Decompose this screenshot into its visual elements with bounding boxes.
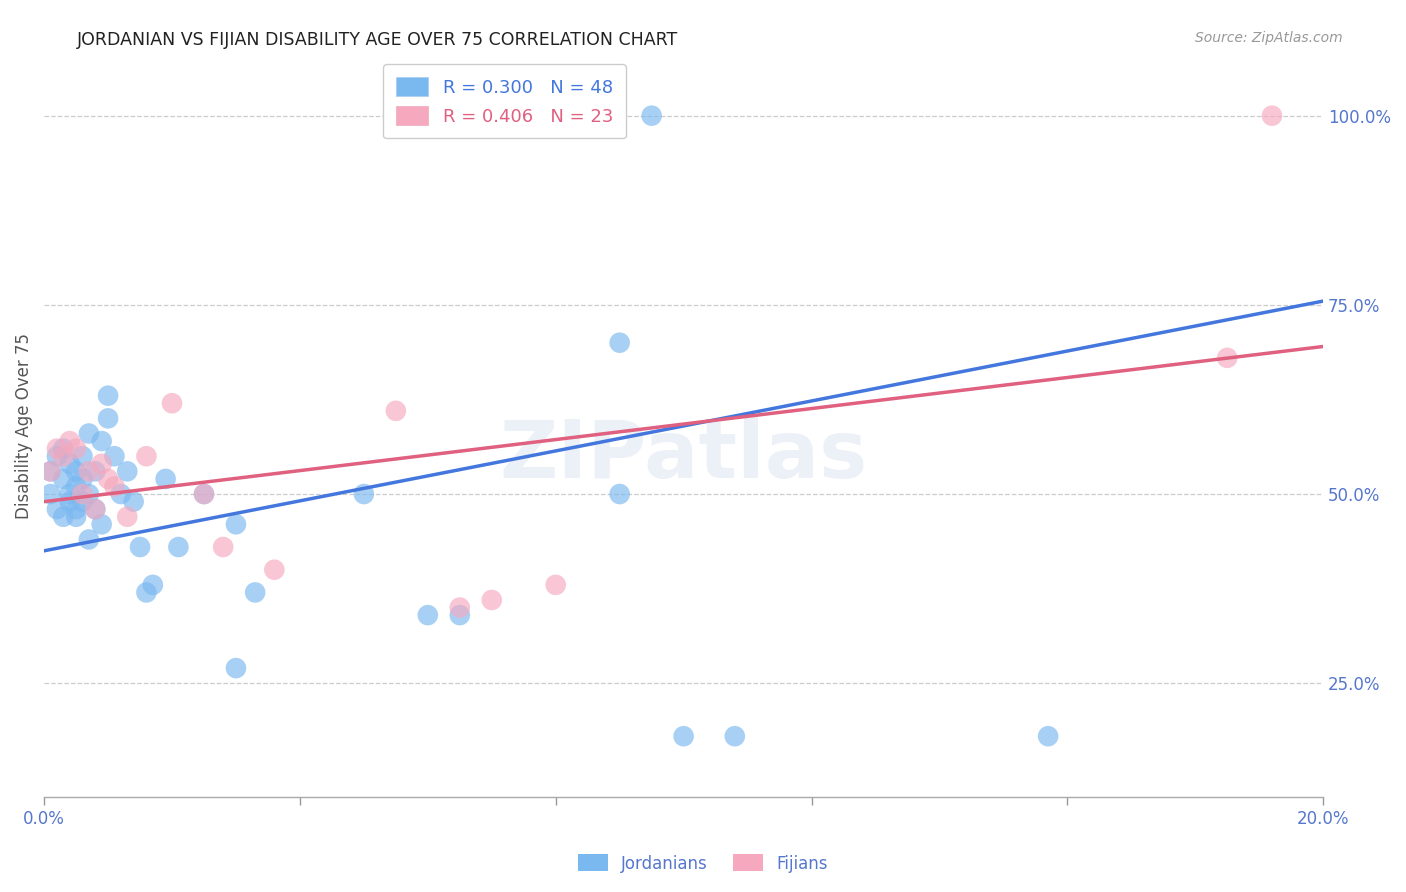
Point — [45, 449, 67, 463]
Point — [72, 472, 94, 486]
Point — [225, 517, 247, 532]
Point — [65, 479, 87, 493]
Point — [90, 434, 112, 448]
Point — [416, 608, 439, 623]
Point — [59, 487, 82, 501]
Point — [724, 729, 747, 743]
Point — [353, 487, 375, 501]
Point — [212, 540, 235, 554]
Point — [84, 502, 107, 516]
Point — [65, 502, 87, 516]
Point — [117, 464, 139, 478]
Point — [39, 487, 62, 501]
Point — [122, 494, 145, 508]
Point — [243, 585, 266, 599]
Point — [65, 442, 87, 456]
Point — [609, 487, 631, 501]
Text: Source: ZipAtlas.com: Source: ZipAtlas.com — [1195, 31, 1343, 45]
Point — [117, 509, 139, 524]
Point — [449, 608, 471, 623]
Point — [77, 464, 100, 478]
Point — [225, 661, 247, 675]
Point — [59, 494, 82, 508]
Point — [97, 472, 120, 486]
Point — [129, 540, 152, 554]
Point — [65, 509, 87, 524]
Point — [72, 449, 94, 463]
Point — [59, 434, 82, 448]
Point — [155, 472, 177, 486]
Point — [640, 109, 662, 123]
Point — [52, 442, 75, 456]
Point — [45, 502, 67, 516]
Point — [609, 335, 631, 350]
Point — [39, 464, 62, 478]
Point — [77, 487, 100, 501]
Point — [97, 389, 120, 403]
Text: ZIPatlas: ZIPatlas — [499, 417, 868, 494]
Point — [1216, 351, 1239, 365]
Point — [193, 487, 215, 501]
Point — [160, 396, 183, 410]
Point — [167, 540, 190, 554]
Point — [90, 517, 112, 532]
Point — [65, 464, 87, 478]
Legend: Jordanians, Fijians: Jordanians, Fijians — [571, 847, 835, 880]
Point — [481, 593, 503, 607]
Point — [449, 600, 471, 615]
Point — [72, 494, 94, 508]
Point — [142, 578, 165, 592]
Point — [90, 457, 112, 471]
Point — [52, 509, 75, 524]
Point — [135, 585, 157, 599]
Point — [39, 464, 62, 478]
Point — [52, 449, 75, 463]
Point — [263, 563, 285, 577]
Point — [110, 487, 132, 501]
Point — [544, 578, 567, 592]
Point — [1261, 109, 1284, 123]
Point — [1036, 729, 1059, 743]
Point — [84, 464, 107, 478]
Legend: R = 0.300   N = 48, R = 0.406   N = 23: R = 0.300 N = 48, R = 0.406 N = 23 — [384, 64, 626, 138]
Point — [672, 729, 695, 743]
Point — [77, 533, 100, 547]
Point — [77, 426, 100, 441]
Point — [97, 411, 120, 425]
Text: JORDANIAN VS FIJIAN DISABILITY AGE OVER 75 CORRELATION CHART: JORDANIAN VS FIJIAN DISABILITY AGE OVER … — [77, 31, 679, 49]
Point — [385, 404, 408, 418]
Point — [84, 502, 107, 516]
Point — [193, 487, 215, 501]
Point — [103, 449, 125, 463]
Y-axis label: Disability Age Over 75: Disability Age Over 75 — [15, 333, 32, 519]
Point — [45, 442, 67, 456]
Point — [135, 449, 157, 463]
Point — [103, 479, 125, 493]
Point — [59, 457, 82, 471]
Point — [52, 472, 75, 486]
Point — [72, 487, 94, 501]
